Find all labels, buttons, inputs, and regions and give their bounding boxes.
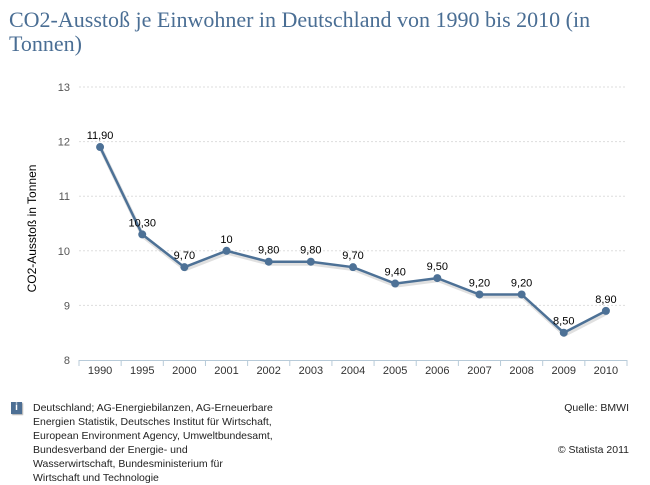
- data-label: 10,30: [128, 217, 156, 229]
- source-line: Bundesverband der Energie- und: [33, 444, 188, 456]
- source-line: Energien Statistik, Deutsches Institut f…: [33, 416, 272, 428]
- data-point: [306, 257, 315, 266]
- data-label: 8,50: [553, 316, 574, 328]
- data-label: 9,50: [427, 261, 448, 273]
- x-tick-label: 2006: [425, 365, 449, 377]
- x-tick-label: 2002: [256, 365, 280, 377]
- source-notes: Deutschland; AG-Energiebilanzen, AG-Erne…: [33, 401, 273, 485]
- data-label: 9,70: [174, 250, 195, 262]
- x-tick-label: 2004: [341, 365, 365, 377]
- data-label: 9,20: [511, 277, 532, 289]
- series-shadow: [99, 148, 608, 338]
- source-line: Wirtschaft und Technologie: [33, 472, 159, 484]
- line-chart: 8 9 10 11 12 13 1990 1995 2000 2001 2002 2003 2004 20…: [25, 82, 628, 377]
- y-tick-label: 12: [58, 137, 70, 149]
- x-tick-label: 2010: [594, 365, 618, 377]
- x-tick-label: 1990: [88, 365, 112, 377]
- data-label: 9,80: [300, 245, 321, 257]
- x-tick-label: 2009: [552, 365, 576, 377]
- copyright: © Statista 2011: [557, 444, 629, 456]
- y-tick-label: 8: [64, 355, 70, 367]
- data-label: 8,90: [595, 294, 616, 306]
- x-tick-label: 2001: [214, 365, 238, 377]
- y-axis-label: CO2-Ausstoß in Tonnen: [25, 165, 39, 293]
- data-point: [559, 328, 568, 337]
- y-tick-label: 9: [64, 300, 70, 312]
- data-label: 9,20: [469, 277, 490, 289]
- x-tick-label: 2003: [299, 365, 323, 377]
- info-icon[interactable]: i: [11, 402, 22, 414]
- y-tick-label: 10: [58, 246, 70, 258]
- source-label: Quelle: BMWI: [564, 402, 629, 414]
- data-point: [475, 290, 484, 299]
- x-tick-label: 1995: [130, 365, 154, 377]
- data-point: [601, 306, 610, 315]
- chart-title: CO2-Ausstoß je Einwohner in Deutschland …: [9, 7, 591, 56]
- x-tick-label: 2008: [509, 365, 533, 377]
- data-point: [96, 143, 105, 152]
- data-label: 10: [220, 234, 232, 246]
- data-label: 9,80: [258, 245, 279, 257]
- x-tick-label: 2007: [467, 365, 491, 377]
- data-point: [264, 257, 273, 266]
- data-label: 9,70: [342, 250, 363, 262]
- y-tick-label: 13: [58, 82, 70, 94]
- data-point: [517, 290, 526, 299]
- data-point: [349, 263, 357, 272]
- x-tick-label: 2000: [172, 365, 196, 377]
- x-tick-label: 2005: [383, 365, 407, 377]
- data-point: [138, 230, 147, 239]
- y-tick-label: 11: [59, 191, 70, 203]
- data-point: [433, 274, 442, 283]
- data-point: [391, 279, 400, 288]
- data-point: [180, 263, 189, 272]
- data-label: 11,90: [87, 130, 114, 142]
- source-line: European Environment Agency, Umweltbunde…: [33, 430, 273, 442]
- source-line: Deutschland; AG-Energiebilanzen, AG-Erne…: [33, 402, 273, 414]
- data-label: 9,40: [384, 267, 405, 279]
- source-line: Wasserwirtschaft, Bundesministerium für: [33, 458, 223, 470]
- data-point: [222, 246, 231, 255]
